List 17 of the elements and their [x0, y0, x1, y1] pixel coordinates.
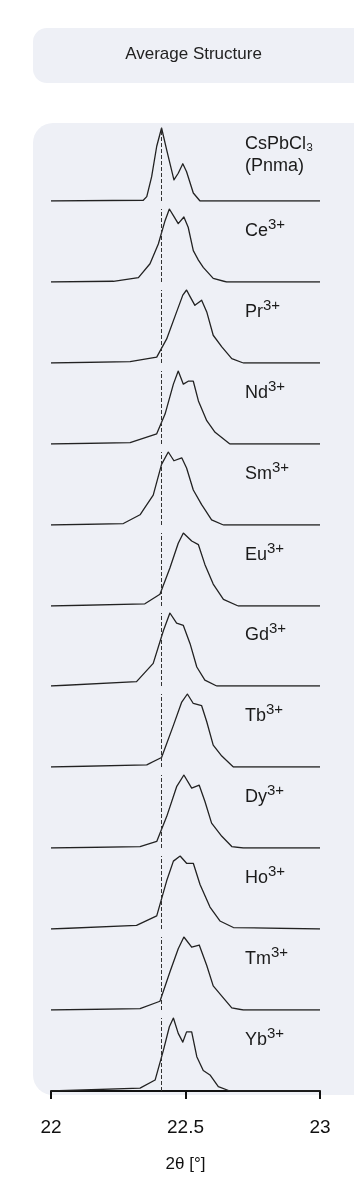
x-tick-label: 22 [40, 1115, 62, 1137]
x-axis-title: 2θ [°] [165, 1153, 206, 1173]
series-label: Tb$^{3+}$ [245, 699, 285, 727]
text: Yb$^{3+}$ [245, 1022, 286, 1050]
x-tick-label: 23 [309, 1115, 331, 1137]
text: Ho$^{3+}$ [245, 861, 287, 889]
series-label: Tm$^{3+}$ [245, 942, 290, 969]
text: Gd$^{3+}$ [245, 618, 288, 646]
text: Nd$^{3+}$ [245, 375, 287, 403]
text: Dy$^{3+}$ [245, 780, 286, 808]
chart-title: Average Structure [124, 44, 263, 64]
text: Ce$^{3+}$ [245, 213, 287, 241]
text: Sm$^{3+}$ [245, 456, 291, 484]
text: Eu$^{3+}$ [245, 537, 286, 565]
series-label: CsPbCl₃ (Pnma) [245, 132, 315, 176]
x-tick-label: 22.5 [167, 1115, 204, 1137]
series-label: Pr$^{3+}$ [245, 294, 282, 322]
